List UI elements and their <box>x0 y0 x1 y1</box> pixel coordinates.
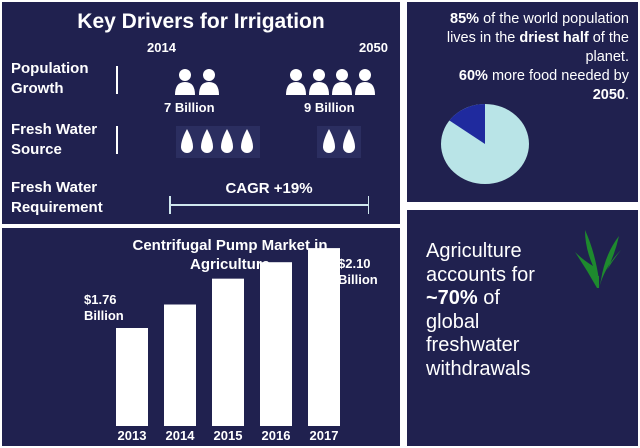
bar-2014 <box>164 304 196 426</box>
person-icon <box>332 69 352 95</box>
x-tick-2015: 2015 <box>214 428 243 443</box>
stat-2050: 2050 <box>592 87 625 103</box>
water-food-stats-panel: 85% of the world population lives in the… <box>407 2 638 202</box>
drivers-title: Key Drivers for Irrigation <box>77 10 325 33</box>
last-bar-value-label: $2.10 Billion <box>338 256 378 287</box>
x-tick-2013: 2013 <box>118 428 147 443</box>
x-tick-2014: 2014 <box>166 428 196 443</box>
water-drop-icon <box>241 129 253 153</box>
year-end: 2050 <box>359 40 388 55</box>
bar-2016 <box>260 262 292 426</box>
person-icon <box>355 69 375 95</box>
agriculture-text: Agriculture accounts for ~70% of global … <box>426 240 535 380</box>
pump-market-panel: Centrifugal Pump Market in Agriculture $… <box>2 228 400 446</box>
person-icon <box>199 69 219 95</box>
water-icons-start <box>176 126 260 163</box>
stat-driest-half: driest half <box>519 30 589 46</box>
pie-slice-highlight <box>449 104 485 144</box>
fresh-water-requirement-label: Fresh Water Requirement <box>11 179 103 216</box>
chart-title: Centrifugal Pump Market in Agriculture <box>132 237 328 273</box>
x-tick-2017: 2017 <box>310 428 339 443</box>
water-drop-icon <box>323 129 335 153</box>
water-drop-icon <box>221 129 233 153</box>
cagr-label: CAGR +19% <box>225 180 313 197</box>
first-bar-value-label: $1.76 Billion <box>84 292 124 323</box>
water-icons-end <box>317 126 361 163</box>
leaf-icon <box>571 226 625 295</box>
population-divider <box>116 66 118 94</box>
population-growth-label: Population Growth <box>11 60 89 97</box>
population-icons-end <box>285 68 377 101</box>
bar-2017 <box>308 248 340 426</box>
x-tick-2016: 2016 <box>262 428 291 443</box>
stat-60-percent: 60% <box>458 68 488 84</box>
person-icon <box>309 69 329 95</box>
pump-market-bar-chart: 2013 2014 2015 2016 2017 <box>116 248 340 443</box>
water-drop-icon <box>201 129 213 153</box>
agriculture-panel: Agriculture accounts for ~70% of global … <box>407 210 638 446</box>
water-drop-icon <box>343 129 355 153</box>
population-value-start: 7 Billion <box>164 100 215 115</box>
pie-chart <box>441 104 529 184</box>
stats-text: 85% of the world population lives in the… <box>446 11 629 103</box>
population-value-end: 9 Billion <box>304 100 355 115</box>
person-icon <box>175 69 195 95</box>
year-start: 2014 <box>147 40 176 55</box>
water-drop-icon <box>181 129 193 153</box>
cagr-range-bracket <box>169 196 369 214</box>
stat-70-percent: ~70% <box>426 287 478 309</box>
drivers-panel: Key Drivers for Irrigation 2014 2050 Pop… <box>2 2 400 224</box>
population-icons-start <box>174 68 220 101</box>
fresh-water-source-label: Fresh Water Source <box>11 121 98 158</box>
source-divider <box>116 126 118 154</box>
bar-2015 <box>212 278 244 426</box>
person-icon <box>286 69 306 95</box>
stat-85-percent: 85% <box>450 11 480 27</box>
bar-2013 <box>116 328 148 426</box>
